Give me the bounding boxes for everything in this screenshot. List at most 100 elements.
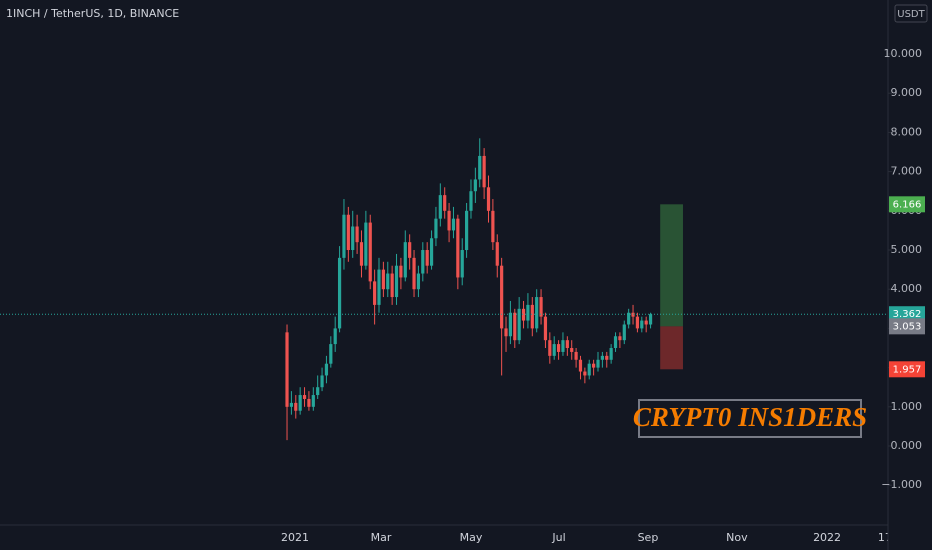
- candle-body: [565, 340, 569, 349]
- y-tick-label: 0.000: [891, 439, 923, 452]
- candle-body: [355, 226, 359, 243]
- axes: −1.0000.0001.0002.0003.0004.0005.0006.00…: [881, 47, 925, 491]
- x-tick-label: Sep: [638, 531, 659, 544]
- candle-body: [434, 218, 438, 239]
- candle-body: [482, 155, 486, 188]
- y-tick-label: 8.000: [891, 125, 923, 138]
- candle-body: [324, 363, 329, 376]
- candle-body: [311, 395, 315, 407]
- candle-body: [320, 375, 324, 388]
- currency-box[interactable]: [894, 4, 928, 23]
- candle-body: [294, 402, 298, 411]
- x-tick-label: 2021: [281, 531, 309, 544]
- candle-body: [635, 316, 640, 329]
- candle-body: [583, 371, 587, 376]
- candle-body: [640, 320, 644, 329]
- candle-body: [596, 359, 600, 368]
- y-tick-label: 10.000: [884, 47, 923, 60]
- candle-body: [618, 336, 622, 341]
- entry-label-box: [889, 318, 925, 335]
- y-tick-label: 5.000: [891, 243, 923, 256]
- candle-body: [460, 250, 464, 278]
- candle-body: [508, 312, 513, 337]
- candle-body: [469, 191, 473, 211]
- watermark-box: [638, 399, 862, 438]
- candle-body: [412, 257, 416, 290]
- last-price-label: 3.362: [893, 309, 922, 320]
- candle-body: [342, 214, 346, 258]
- candle-body: [289, 402, 294, 407]
- candle-body: [605, 355, 609, 360]
- y-tick-label: 9.000: [891, 86, 923, 99]
- candle-body: [451, 218, 456, 231]
- candle-body: [364, 222, 368, 266]
- candle-body: [421, 250, 425, 274]
- candle-body: [329, 344, 333, 364]
- candle-body: [491, 210, 495, 243]
- candle-body: [622, 324, 626, 341]
- stop-zone: [660, 326, 683, 370]
- currency-label[interactable]: USDT: [897, 9, 925, 20]
- candle-body: [438, 195, 442, 219]
- candle-body: [473, 179, 477, 192]
- candle-body: [513, 312, 517, 341]
- candle-body: [381, 269, 385, 290]
- target-label: 6.166: [893, 199, 922, 210]
- candle-body: [530, 304, 534, 329]
- candle-body: [561, 340, 565, 352]
- y-tick-label: 4.000: [891, 282, 923, 295]
- stop-label-box: [889, 361, 925, 378]
- candle-body: [465, 210, 469, 251]
- y-tick-label: 1.000: [891, 400, 923, 413]
- chart-title: 1INCH / TetherUS, 1D, BINANCE: [6, 7, 179, 20]
- candle-body: [587, 363, 591, 376]
- candle-body: [390, 273, 394, 298]
- candle-body: [543, 316, 548, 341]
- candle-body: [613, 336, 618, 349]
- candle-body: [539, 297, 543, 317]
- last-price-label-box: [889, 306, 925, 323]
- candle-body: [648, 314, 653, 325]
- candle-body: [337, 257, 342, 329]
- candle-body: [447, 210, 451, 231]
- candle-body: [403, 242, 407, 278]
- y-tick-label: 7.000: [891, 165, 923, 178]
- candle-body: [592, 363, 596, 368]
- candle-body: [346, 214, 350, 251]
- candle-body: [517, 308, 521, 341]
- candle-body: [486, 187, 491, 211]
- candle-body: [333, 328, 337, 345]
- candle-body: [456, 218, 460, 278]
- candle-body: [394, 265, 399, 298]
- entry-label: 3.053: [893, 321, 922, 332]
- x-tick-label: Nov: [726, 531, 748, 544]
- candle-body: [425, 250, 429, 266]
- candle-body: [609, 348, 613, 360]
- x-tick-label: Mar: [371, 531, 392, 544]
- candle-body: [399, 265, 403, 278]
- candle-body: [556, 344, 561, 352]
- candle-body: [302, 395, 307, 399]
- candle-body: [495, 242, 499, 266]
- candle-body: [351, 226, 355, 251]
- candle-body: [478, 155, 482, 180]
- candle-body: [570, 348, 574, 352]
- candle-body: [307, 398, 311, 407]
- candle-body: [298, 395, 302, 411]
- candle-body: [574, 351, 578, 360]
- candle-body: [552, 344, 556, 356]
- y-tick-label: −1.000: [881, 478, 922, 491]
- x-tick-label: Jul: [551, 531, 565, 544]
- candle-body: [429, 238, 434, 266]
- candle-body: [521, 308, 526, 321]
- candle-body: [373, 281, 377, 305]
- x-tick-label: May: [460, 531, 483, 544]
- candle-body: [644, 320, 648, 325]
- candle-body: [316, 387, 320, 396]
- x-tick-label: 2022: [813, 531, 841, 544]
- target-zone: [660, 204, 683, 327]
- candle-body: [408, 242, 412, 258]
